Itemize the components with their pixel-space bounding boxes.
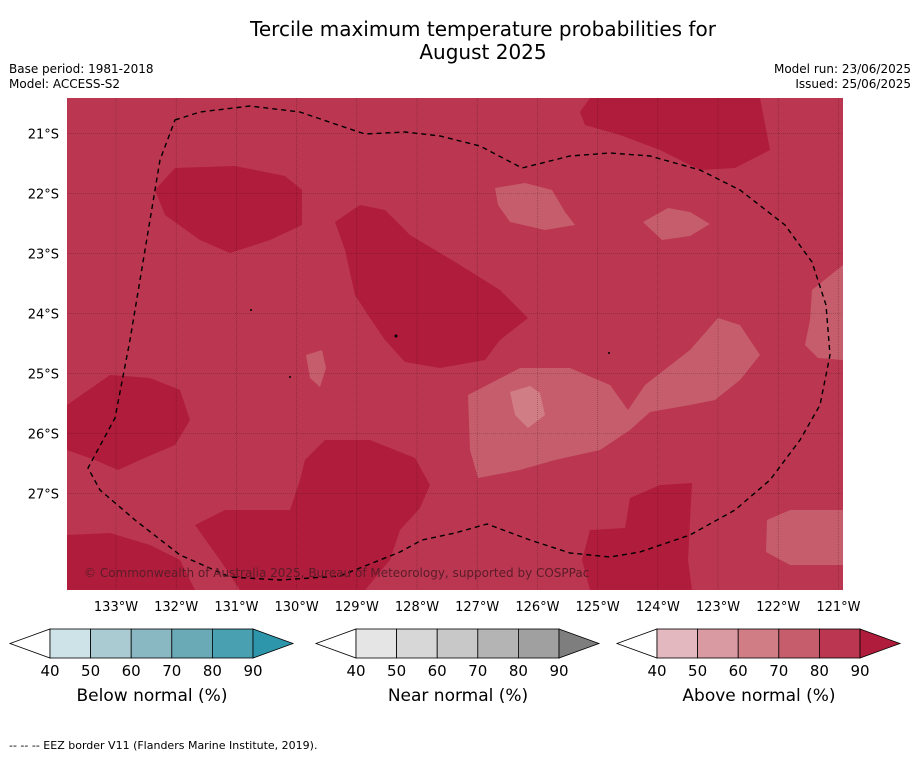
colorbar-tick-label: 90 [549, 662, 568, 680]
lat-tick-label: 21°S [28, 128, 59, 143]
colorbar-tick-label: 70 [769, 662, 788, 680]
above-80-90-patch [155, 166, 302, 253]
colorbar-tick-label: 40 [647, 662, 666, 680]
lon-tick-label: 130°W [275, 600, 319, 615]
above-60-70-patch [805, 265, 843, 360]
colorbar-segment [90, 628, 132, 659]
colorbar-tick-label: 90 [243, 662, 262, 680]
colorbar-tick-label: 60 [428, 662, 447, 680]
above-60-70-patch [766, 510, 843, 565]
colorbar-min-arrow [615, 628, 658, 659]
copyright-notice: © Commonwealth of Australia 2025, Bureau… [84, 566, 589, 580]
above-60-70-patch [468, 318, 760, 478]
above-normal-title: Above normal (%) [682, 686, 836, 706]
colorbar-segment [737, 628, 780, 659]
lat-tick-label: 27°S [28, 488, 59, 503]
run-info: Model run: 23/06/2025 Issued: 25/06/2025 [774, 62, 911, 92]
colorbar-segment [211, 628, 254, 659]
colorbar-max-arrow [252, 628, 295, 659]
colorbar-near: 40 50 60 70 80 90 [314, 628, 601, 680]
lon-tick-label: 128°W [395, 600, 439, 615]
colorbar-tick-label: 90 [850, 662, 869, 680]
lat-tick-label: 23°S [28, 248, 59, 263]
title-line-1: Tercile maximum temperature probabilitie… [250, 17, 716, 41]
colorbar-tick-label: 40 [346, 662, 365, 680]
latitude-labels: 21°S 22°S 23°S 24°S 25°S 26°S 27°S [28, 128, 59, 503]
colorbar-segment [819, 628, 861, 659]
colorbar-segment [355, 628, 397, 659]
longitude-labels: 133°W 132°W 131°W 130°W 129°W 128°W 127°W 126°W… [94, 600, 861, 615]
colorbar-segment [656, 628, 698, 659]
lon-tick-label: 132°W [154, 600, 198, 615]
colorbar-below: 40 50 60 70 80 90 [8, 628, 295, 680]
below-normal-title: Below normal (%) [76, 686, 228, 706]
lon-tick-label: 125°W [576, 600, 620, 615]
eez-border [87, 105, 831, 581]
colorbar-above: 40 50 60 70 80 90 [615, 628, 902, 680]
lon-tick-label: 123°W [696, 600, 740, 615]
near-normal-title: Near normal (%) [387, 686, 529, 706]
colorbar-tick-label: 40 [40, 662, 59, 680]
colorbar-segment [436, 628, 479, 659]
colorbar-min-arrow [8, 628, 51, 659]
colorbar-segment [518, 628, 560, 659]
above-80-90-patch [195, 440, 430, 590]
lon-tick-label: 124°W [636, 600, 680, 615]
title-line-2: August 2025 [419, 40, 547, 64]
lon-tick-label: 122°W [756, 600, 800, 615]
base-info: Base period: 1981-2018 Model: ACCESS-S2 [9, 62, 154, 92]
colorbar-segment [697, 628, 739, 659]
lat-tick-label: 22°S [28, 188, 59, 203]
issued-date: Issued: 25/06/2025 [795, 77, 911, 91]
colorbar-tick-label: 50 [387, 662, 406, 680]
grid-lines [67, 98, 843, 590]
above-80-90-patch [582, 483, 692, 590]
colorbar-tick-label: 80 [810, 662, 829, 680]
colorbar-max-arrow [558, 628, 601, 659]
colorbar-tick-label: 50 [81, 662, 100, 680]
lat-tick-label: 26°S [28, 428, 59, 443]
colorbar-segment [49, 628, 91, 659]
lon-tick-label: 129°W [335, 600, 379, 615]
colorbar-tick-label: 70 [162, 662, 181, 680]
above-80-90-patch [67, 533, 195, 590]
colorbar-tick-label: 70 [468, 662, 487, 680]
above-60-70-patch [643, 208, 710, 240]
model-run: Model run: 23/06/2025 [773, 62, 911, 76]
lon-tick-label: 127°W [455, 600, 499, 615]
colorbar-segment [130, 628, 173, 659]
colorbar-tick-label: 80 [203, 662, 222, 680]
lon-tick-label: 126°W [515, 600, 559, 615]
island-markers [250, 309, 610, 378]
above-60-70-patch [495, 183, 575, 230]
colorbar-tick-label: 60 [729, 662, 748, 680]
above-80-90-patch [580, 98, 770, 170]
colorbar-tick-label: 50 [688, 662, 707, 680]
colorbar-tick-label: 80 [509, 662, 528, 680]
lon-tick-label: 131°W [214, 600, 258, 615]
colorbar-segment [477, 628, 519, 659]
model-name: Model: ACCESS-S2 [9, 77, 121, 91]
colorbar-min-arrow [314, 628, 357, 659]
lat-tick-label: 24°S [28, 308, 59, 323]
above-80-90-patch [67, 375, 190, 470]
above-80-90-patch [335, 205, 528, 368]
lon-tick-label: 121°W [816, 600, 860, 615]
probability-field: © Commonwealth of Australia 2025, Bureau… [67, 98, 843, 590]
base-period: Base period: 1981-2018 [9, 62, 154, 76]
map-title: Tercile maximum temperature probabilitie… [0, 18, 919, 64]
probability-map: © Commonwealth of Australia 2025, Bureau… [28, 98, 861, 615]
above-60-70-patch [306, 350, 326, 387]
lat-tick-label: 25°S [28, 368, 59, 383]
eez-source-note: -- -- -- EEZ border V11 (Flanders Marine… [9, 739, 318, 752]
colorbar-segment [396, 628, 438, 659]
colorbar-segment [778, 628, 820, 659]
colorbar-max-arrow [859, 628, 902, 659]
colorbar-tick-label: 60 [122, 662, 141, 680]
above-50-60-patch [510, 386, 545, 428]
lon-tick-label: 133°W [94, 600, 138, 615]
colorbar-segment [171, 628, 213, 659]
